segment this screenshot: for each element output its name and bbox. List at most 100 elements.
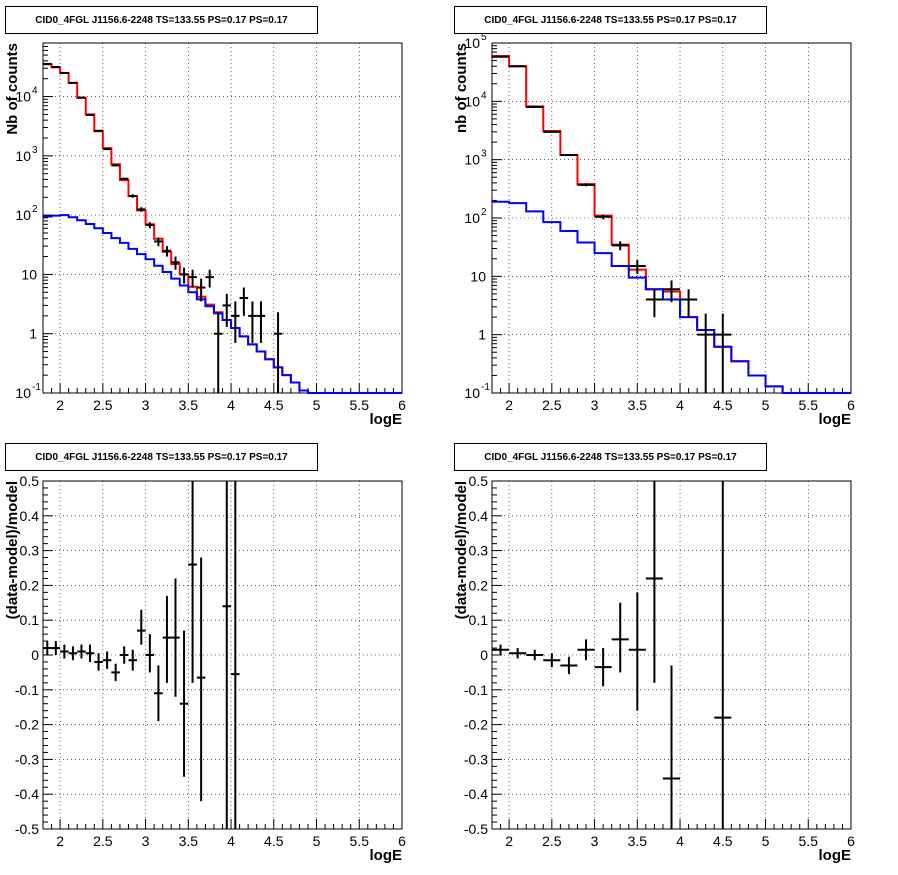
- data-point: [154, 237, 163, 247]
- y-tick-label: 0: [480, 647, 488, 663]
- data-point: [85, 644, 95, 662]
- data-point: [162, 246, 172, 257]
- data-point: [179, 630, 189, 777]
- y-axis-label: nb of counts: [453, 43, 470, 133]
- y-tick-label-exponent: 2: [481, 207, 487, 218]
- y-tick-label: 10: [15, 89, 31, 105]
- data-point: [171, 256, 180, 270]
- data-point: [526, 649, 544, 661]
- y-tick-label: 10: [464, 93, 480, 109]
- x-axis-label: logE: [819, 411, 852, 428]
- x-tick-label: 2: [505, 833, 513, 849]
- y-axis-label: (data-model)/model: [453, 481, 470, 619]
- plot-frame: [42, 480, 403, 830]
- x-tick-label: 4.5: [713, 397, 733, 413]
- data-point: [188, 481, 197, 683]
- y-tick-label: 0.3: [469, 543, 489, 559]
- data-point: [662, 665, 681, 829]
- y-tick-label: 0.4: [469, 508, 489, 524]
- y-tick-label: 10: [464, 35, 480, 51]
- x-tick-label: 4.5: [264, 833, 284, 849]
- x-tick-label: 3: [591, 833, 599, 849]
- chart-panel-2: 2 2.5 3 3.5 4 4.5 5 5.5 6 -0.5 -0.4 -0.3 -0.2 -0.1 0 0.…: [4, 473, 406, 864]
- plot-frame: [42, 42, 403, 394]
- x-tick-label: 3.5: [628, 833, 648, 849]
- data-point: [492, 644, 510, 655]
- y-tick-label: 0.3: [20, 543, 40, 559]
- y-tick-label: -0.4: [15, 786, 39, 802]
- y-tick-label: -0.1: [15, 682, 39, 698]
- y-tick-label: -0.3: [15, 751, 39, 767]
- y-tick-label: 0.4: [20, 508, 40, 524]
- data-point: [594, 214, 612, 220]
- x-axis-label: logE: [370, 847, 403, 864]
- y-tick-label: 0: [31, 647, 39, 663]
- y-tick-label: 10: [464, 385, 480, 401]
- y-tick-label: -0.4: [464, 786, 488, 802]
- data-point: [714, 481, 732, 829]
- y-tick-label: -0.1: [464, 682, 488, 698]
- data-point: [162, 595, 172, 683]
- data-point: [128, 194, 138, 198]
- y-tick-label: 10: [15, 148, 31, 164]
- x-tick-label: 5.5: [350, 833, 370, 849]
- data-point: [119, 646, 129, 664]
- x-tick-label: 6: [398, 397, 406, 413]
- x-tick-label: 4: [227, 397, 235, 413]
- data-point: [509, 648, 527, 659]
- data-point: [154, 665, 163, 722]
- data-point: [111, 663, 120, 682]
- x-axis-label: logE: [819, 847, 852, 864]
- x-tick-label: 2: [505, 397, 513, 413]
- x-tick-label: 3.5: [179, 397, 199, 413]
- y-tick-label: 1: [29, 326, 37, 342]
- y-axis-label: Nb of counts: [4, 43, 21, 135]
- x-tick-label: 5: [762, 833, 770, 849]
- x-axis-label: logE: [370, 411, 403, 428]
- data-point: [111, 164, 120, 167]
- y-tick-label: 10: [470, 268, 486, 284]
- x-tick-label: 3: [142, 833, 150, 849]
- data-point: [77, 96, 86, 99]
- x-tick-label: 6: [398, 833, 406, 849]
- data-point: [662, 280, 681, 303]
- x-tick-label: 4: [676, 397, 684, 413]
- y-tick-label-exponent: 3: [32, 145, 38, 156]
- series-component: [492, 200, 851, 394]
- data-point: [611, 241, 629, 251]
- y-tick-label: 10: [21, 266, 37, 282]
- y-tick-label: 0.1: [20, 612, 40, 628]
- data-point: [560, 656, 578, 675]
- panel-title-top-left: CID0_4FGL J1156.6-2248 TS=133.55 PS=0.17…: [5, 6, 318, 34]
- series-total-model: [492, 54, 851, 394]
- x-tick-label: 3: [591, 397, 599, 413]
- y-tick-label-exponent: -1: [481, 382, 490, 393]
- y-tick-label: 0.5: [469, 473, 489, 489]
- x-tick-label: 5: [313, 833, 321, 849]
- data-point: [697, 313, 715, 393]
- y-tick-label: 0.2: [469, 577, 489, 593]
- data-point: [714, 313, 732, 393]
- data-point: [179, 267, 189, 284]
- data-point: [205, 269, 214, 288]
- data-point: [256, 301, 266, 343]
- data-point: [526, 105, 544, 108]
- data-point: [188, 269, 197, 288]
- y-tick-label: 10: [464, 152, 480, 168]
- data-point: [119, 177, 129, 181]
- data-point: [231, 301, 240, 343]
- data-point: [171, 578, 180, 697]
- y-tick-label: -0.2: [15, 717, 39, 733]
- x-tick-label: 3: [142, 397, 150, 413]
- y-axis-label: (data-model)/model: [4, 481, 21, 619]
- data-point: [51, 641, 61, 655]
- x-tick-label: 3.5: [628, 397, 648, 413]
- data-point: [248, 301, 257, 343]
- y-tick-label: -0.2: [464, 717, 488, 733]
- x-tick-label: 3.5: [179, 833, 199, 849]
- x-tick-label: 2.5: [542, 397, 562, 413]
- x-tick-label: 6: [847, 397, 855, 413]
- y-tick-label: 10: [15, 207, 31, 223]
